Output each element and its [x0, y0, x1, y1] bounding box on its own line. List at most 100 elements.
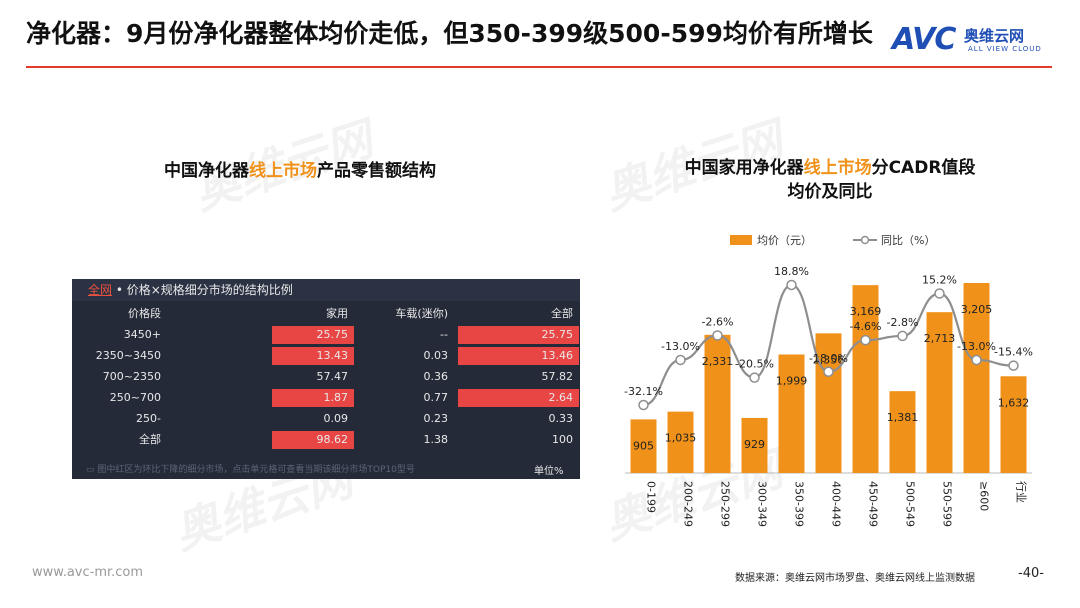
x-tick-label: 0-199	[645, 481, 658, 513]
table-cell[interactable]: 100	[552, 433, 573, 446]
bar-value-label: 3,169	[850, 305, 882, 318]
table-cell[interactable]: 57.82	[541, 370, 574, 383]
cadr-price-chart: 均价（元） 同比（%）9051,0352,3319291,9992,3563,16…	[624, 234, 1033, 527]
table-row: 250- 0.09 0.23 0.33	[72, 410, 580, 428]
bar-value-label: 3,205	[961, 303, 993, 316]
table-row: 250~700 1.87 0.77 2.64	[72, 389, 580, 407]
yoy-value-label: 18.8%	[774, 265, 809, 278]
table-header-row: 价格段 家用 车载(迷你) 全部	[72, 305, 580, 323]
row-label: 2350~3450	[95, 349, 161, 362]
bar-300-349	[741, 417, 768, 473]
bar-450-499	[852, 285, 879, 473]
left-subtitle: 中国净化器线上市场产品零售额结构	[100, 156, 500, 181]
yoy-value-label: -20.5%	[735, 358, 774, 371]
yoy-point	[638, 399, 649, 411]
panel-unit: 单位%	[534, 466, 564, 477]
table-cell[interactable]: 0.03	[423, 349, 449, 362]
yoy-value-label: -4.6%	[850, 320, 882, 333]
bar-value-label: 1,999	[776, 374, 808, 387]
table-row: 全部 98.62 1.38 100	[72, 431, 580, 449]
table-cell[interactable]: 0.36	[423, 370, 449, 383]
yoy-point	[971, 354, 982, 366]
bar-value-label: 905	[633, 439, 654, 452]
legend-line-label: 同比（%）	[881, 234, 935, 247]
table-cell[interactable]: 57.47	[316, 370, 349, 383]
panel-note-text: 图中红区为环比下降的细分市场，点击单元格可查看当期该细分市场TOP10型号	[97, 465, 415, 475]
column-header: 价格段	[128, 307, 161, 320]
bar-≥600	[963, 283, 990, 473]
table-cell[interactable]: 0.77	[423, 391, 449, 404]
yoy-point	[1008, 360, 1019, 371]
yoy-value-label: -18.0%	[809, 352, 848, 365]
x-tick-label: 行业	[1015, 481, 1028, 503]
row-label: 700~2350	[102, 370, 161, 383]
table-cell[interactable]: --	[440, 328, 448, 341]
legend-bar-swatch	[730, 235, 752, 245]
table-cell[interactable]: 0.33	[548, 412, 574, 425]
table-cell[interactable]: 0.09	[323, 412, 349, 425]
bar-行业	[1000, 376, 1027, 473]
yoy-point	[675, 354, 686, 366]
page-number: -40-	[1018, 566, 1044, 581]
column-header: 全部	[551, 307, 573, 320]
row-label: 250~700	[109, 391, 161, 404]
yoy-point	[712, 330, 723, 341]
x-tick-label: 500-549	[904, 481, 917, 527]
table-row: 700~2350 57.47 0.36 57.82	[72, 368, 580, 386]
bar-250-299	[704, 334, 731, 473]
bar-550-599	[926, 312, 953, 473]
table-cell[interactable]: 13.46	[458, 347, 579, 365]
left-subtitle-highlight: 线上市场	[249, 161, 317, 181]
x-tick-label: 250-299	[719, 481, 732, 527]
yoy-value-label: -13.0%	[661, 340, 700, 353]
table-cell[interactable]: 25.75	[272, 326, 354, 344]
all-network-link[interactable]: 全网	[88, 283, 113, 297]
yoy-line	[643, 283, 1014, 407]
yoy-value-label: 15.2%	[922, 273, 957, 286]
right-subtitle-a: 中国家用净化器	[684, 158, 804, 178]
x-tick-label: 300-349	[756, 481, 769, 527]
bar-value-label: 2,331	[702, 355, 734, 368]
bar-0-199	[630, 419, 657, 473]
row-label: 3450+	[123, 328, 161, 341]
bar-200-249	[667, 411, 694, 473]
yoy-point	[786, 279, 797, 291]
column-header: 车载(迷你)	[395, 307, 448, 320]
yoy-point	[823, 366, 834, 378]
table-cell[interactable]: 98.62	[272, 431, 354, 449]
logo-wordmark: AVC	[892, 22, 956, 57]
left-subtitle-c: 产品零售额结构	[317, 161, 436, 181]
legend-bar-label: 均价（元）	[757, 234, 812, 247]
table-cell[interactable]: 25.75	[458, 326, 579, 344]
table-cell[interactable]: 13.43	[272, 347, 354, 365]
table-row: 3450+ 25.75 -- 25.75	[72, 326, 580, 344]
panel-title: • 价格×规格细分市场的结构比例	[112, 283, 293, 297]
logo-chinese: 奥维云网	[964, 27, 1025, 45]
x-tick-label: 450-499	[867, 481, 880, 527]
x-tick-label: ≥600	[978, 481, 991, 511]
panel-header: 全网 • 价格×规格细分市场的结构比例	[72, 279, 580, 301]
table-cell[interactable]: 1.87	[272, 389, 354, 407]
slide-title: 净化器：9月份净化器整体均价走低，但350-399级500-599均价有所增长	[26, 19, 873, 48]
bar-value-label: 1,632	[998, 396, 1030, 409]
table-cell[interactable]: 1.38	[423, 433, 449, 446]
logo-subtitle: ALL VIEW CLOUD	[968, 45, 1042, 53]
right-subtitle: 中国家用净化器线上市场分CADR值段 均价及同比	[610, 156, 1050, 204]
yoy-point	[897, 330, 908, 342]
right-subtitle-c: 分CADR值段	[871, 158, 976, 178]
structure-table-panel: 全网 • 价格×规格细分市场的结构比例 价格段 家用 车载(迷你) 全部 3450+ 25…	[72, 279, 580, 479]
left-subtitle-a: 中国净化器	[164, 161, 249, 181]
title-divider	[26, 66, 1052, 68]
yoy-point	[749, 372, 760, 383]
table-cell[interactable]: 2.64	[458, 389, 579, 407]
bar-value-label: 1,035	[665, 432, 697, 445]
yoy-point	[934, 288, 945, 299]
panel-note: ▭ 图中红区为环比下降的细分市场，点击单元格可查看当期该细分市场TOP10型号	[86, 465, 415, 475]
table-cell[interactable]: 0.23	[423, 412, 449, 425]
footer-url[interactable]: www.avc-mr.com	[32, 565, 144, 580]
yoy-value-label: -2.8%	[887, 316, 919, 329]
yoy-value-label: -13.0%	[957, 340, 996, 353]
row-label: 250-	[136, 412, 161, 425]
yoy-value-label: -32.1%	[624, 385, 663, 398]
column-header: 家用	[326, 307, 348, 320]
